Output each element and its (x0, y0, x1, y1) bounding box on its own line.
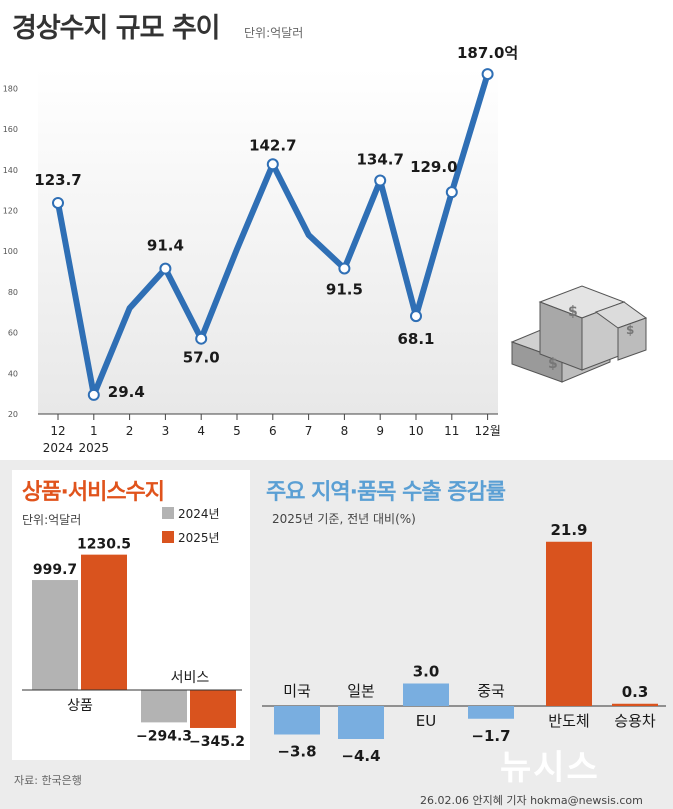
legend-swatch (162, 531, 174, 543)
year-label: 2024 (43, 441, 74, 455)
x-tick-label: 9 (376, 424, 384, 438)
x-tick-label: 6 (269, 424, 277, 438)
bar-중국 (468, 706, 514, 719)
bar-일본 (338, 706, 384, 739)
plot-background (38, 68, 498, 414)
data-point (374, 174, 387, 187)
newsis-logo: 뉴시스 (500, 748, 600, 788)
bar-EU (403, 683, 449, 706)
page-title: 경상수지 규모 추이 (12, 13, 221, 44)
legend-label: 2025년 (178, 531, 220, 545)
bar-value-label: −294.3 (136, 728, 192, 744)
data-point (52, 196, 64, 209)
legend-swatch (162, 507, 174, 519)
bar-goods-2024년 (32, 580, 78, 690)
point-label: 187.0억 (457, 44, 518, 62)
legend-label: 2024년 (178, 507, 220, 521)
y-tick-label: 160 (3, 125, 18, 134)
exports-subtitle: 2025년 기준, 전년 대비(%) (272, 512, 416, 526)
y-tick-label: 80 (8, 288, 18, 297)
bar-goods-2025년 (81, 554, 127, 690)
data-point (410, 310, 422, 323)
x-tick-label: 5 (233, 424, 241, 438)
svg-text:$: $ (548, 356, 558, 372)
category-label: EU (416, 712, 436, 730)
point-label: 29.4 (108, 383, 145, 401)
y-tick-label: 40 (8, 369, 18, 378)
bar-charts: 999.7 −294.3 1230.5 −345.2 상품 서비스 2024년 2025년 −… (22, 507, 666, 765)
data-point (195, 332, 208, 345)
point-label: 142.7 (249, 136, 296, 154)
svg-text:$: $ (568, 304, 578, 320)
x-tick-label: 1 (90, 424, 98, 438)
point-label: 123.7 (34, 171, 81, 189)
point-label: 134.7 (356, 151, 403, 169)
data-point (481, 68, 494, 81)
point-label: 129.0 (410, 158, 457, 176)
exports-title: 주요 지역·품목 수출 증감률 (266, 480, 506, 505)
category-label: 일본 (347, 682, 375, 700)
point-label: 68.1 (397, 330, 434, 348)
x-tick-label: 11 (444, 424, 459, 438)
year-label: 2025 (79, 441, 110, 455)
category-label: 상품 (67, 698, 93, 714)
bar-value-label: −3.8 (277, 743, 316, 761)
bar-value-label: 1230.5 (77, 537, 131, 553)
bar-value-label: −4.4 (341, 747, 380, 765)
bar-value-label: 999.7 (33, 562, 77, 578)
x-tick-label: 2 (126, 424, 134, 438)
y-tick-label: 140 (3, 166, 18, 175)
category-label: 중국 (477, 682, 505, 700)
data-point (159, 262, 172, 275)
x-tick-label: 8 (341, 424, 349, 438)
svg-text:$: $ (626, 323, 634, 337)
category-label: 반도체 (548, 712, 589, 730)
y-tick-label: 100 (3, 247, 18, 256)
bar-services-2024년 (141, 690, 187, 723)
x-tick-label: 12 (50, 424, 65, 438)
data-point (338, 262, 351, 275)
goods-services-unit: 단위:억달러 (22, 513, 82, 527)
data-point (445, 186, 458, 199)
y-tick-label: 120 (3, 206, 18, 215)
x-tick-label: 12월 (474, 424, 500, 438)
x-tick-label: 7 (305, 424, 313, 438)
money-stack-icon: $ $ $ (510, 285, 648, 383)
credit-note: 26.02.06 안지혜 기자 hokma@newsis.com (420, 794, 643, 807)
point-label: 91.5 (326, 280, 363, 298)
y-tick-label: 60 (8, 329, 18, 338)
bar-value-label: −345.2 (189, 734, 245, 750)
goods-services-title: 상품·서비스수지 (22, 480, 165, 505)
bar-value-label: −1.7 (471, 727, 510, 745)
category-label: 미국 (283, 682, 311, 700)
category-label: 승용차 (614, 712, 656, 730)
bar-미국 (274, 706, 320, 735)
x-tick-label: 4 (197, 424, 205, 438)
bar-services-2025년 (190, 690, 236, 728)
source-note: 자료: 한국은행 (14, 774, 82, 787)
data-point (266, 158, 279, 171)
bar-반도체 (546, 541, 592, 706)
bar-value-label: 0.3 (622, 683, 649, 701)
bar-value-label: 21.9 (550, 521, 587, 539)
bar-승용차 (612, 703, 658, 706)
point-label: 91.4 (147, 237, 184, 255)
unit-label: 단위:억달러 (244, 26, 304, 40)
x-tick-label: 3 (162, 424, 170, 438)
category-label: 서비스 (171, 670, 210, 686)
x-tick-label: 10 (408, 424, 423, 438)
y-tick-label: 180 (3, 84, 18, 93)
bar-value-label: 3.0 (413, 663, 440, 681)
data-point (87, 388, 100, 401)
y-tick-label: 20 (8, 410, 18, 419)
point-label: 57.0 (183, 349, 220, 367)
